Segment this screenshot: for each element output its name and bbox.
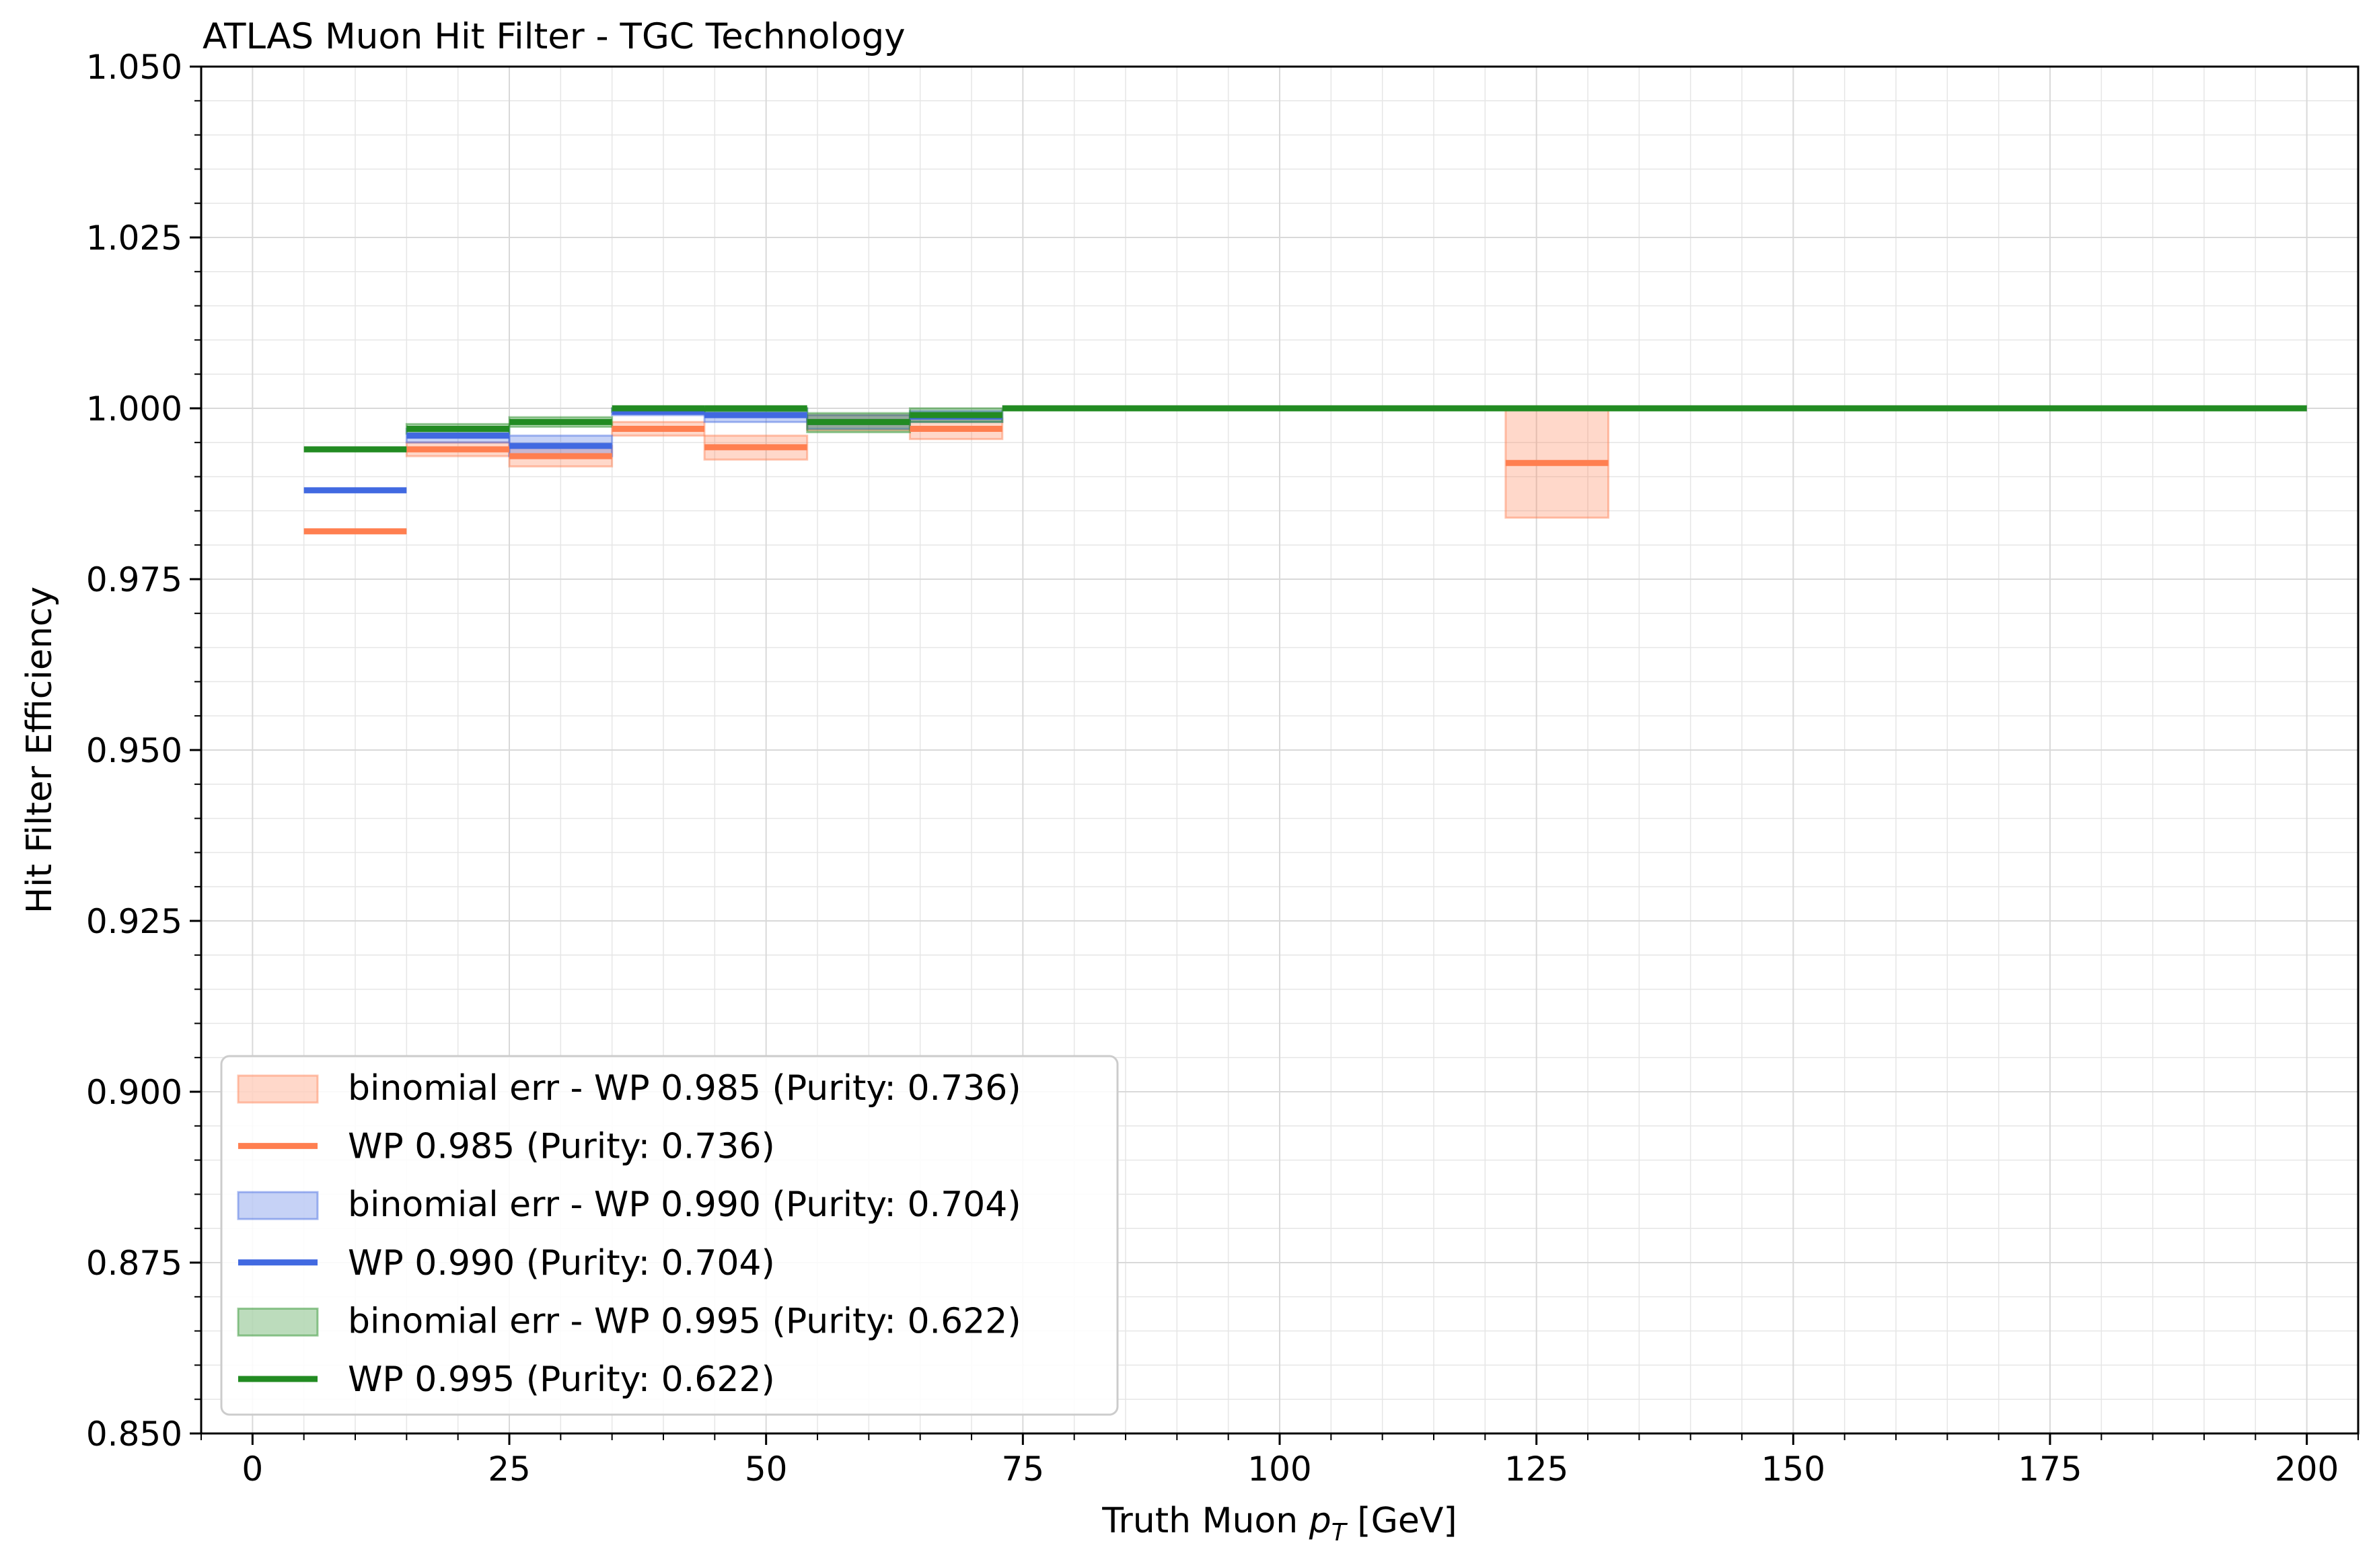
legend-label: WP 0.985 (Purity: 0.736) <box>348 1127 775 1167</box>
y-tick-label: 1.050 <box>86 48 182 87</box>
legend-box <box>220 1055 1119 1416</box>
x-tick-label: 0 <box>242 1450 263 1489</box>
x-tick-label: 25 <box>488 1450 531 1489</box>
axis-ticks: 0 25 50 75 100 125 150 175 200 0.850 0.875 0.900 0.9… <box>86 48 2359 1489</box>
y-tick-label: 0.925 <box>86 902 182 941</box>
x-axis-label-prefix: Truth Muon <box>1101 1501 1309 1541</box>
y-axis-label: Hit Filter Efficiency <box>20 587 60 913</box>
y-tick-label: 1.025 <box>86 219 182 258</box>
y-tick-label: 0.875 <box>86 1244 182 1283</box>
y-tick-label: 0.900 <box>86 1073 182 1112</box>
y-tick-label: 0.850 <box>86 1415 182 1454</box>
legend-band-swatch <box>237 1191 319 1220</box>
x-axis-label-sub: T <box>1331 1519 1348 1546</box>
x-axis-label-var: p <box>1309 1501 1331 1541</box>
series-lines <box>303 405 2307 535</box>
x-tick-label: 100 <box>1247 1450 1311 1489</box>
legend-label: binomial err - WP 0.995 (Purity: 0.622) <box>348 1301 1021 1341</box>
chart-title: ATLAS Muon Hit Filter - TGC Technology <box>203 16 906 57</box>
legend-label: binomial err - WP 0.985 (Purity: 0.736) <box>348 1068 1021 1109</box>
y-tick-label: 1.000 <box>86 389 182 428</box>
x-tick-label: 175 <box>2018 1450 2082 1489</box>
legend: binomial err - WP 0.985 (Purity: 0.736) W… <box>220 1055 1119 1416</box>
legend-label: WP 0.995 (Purity: 0.622) <box>348 1359 775 1400</box>
x-tick-label: 200 <box>2275 1450 2339 1489</box>
x-tick-label: 150 <box>1761 1450 1825 1489</box>
legend-label: WP 0.990 (Purity: 0.704) <box>348 1243 775 1283</box>
x-axis-label: Truth Muon pT [GeV] <box>1101 1501 1457 1546</box>
x-tick-label: 125 <box>1504 1450 1568 1489</box>
y-tick-label: 0.950 <box>86 731 182 770</box>
x-tick-label: 75 <box>1002 1450 1045 1489</box>
x-axis-label-suffix: [GeV] <box>1346 1501 1457 1541</box>
y-tick-label: 0.975 <box>86 560 182 599</box>
legend-band-swatch <box>237 1307 319 1337</box>
x-tick-label: 50 <box>745 1450 788 1489</box>
legend-band-swatch <box>237 1074 319 1104</box>
legend-label: binomial err - WP 0.990 (Purity: 0.704) <box>348 1185 1021 1225</box>
